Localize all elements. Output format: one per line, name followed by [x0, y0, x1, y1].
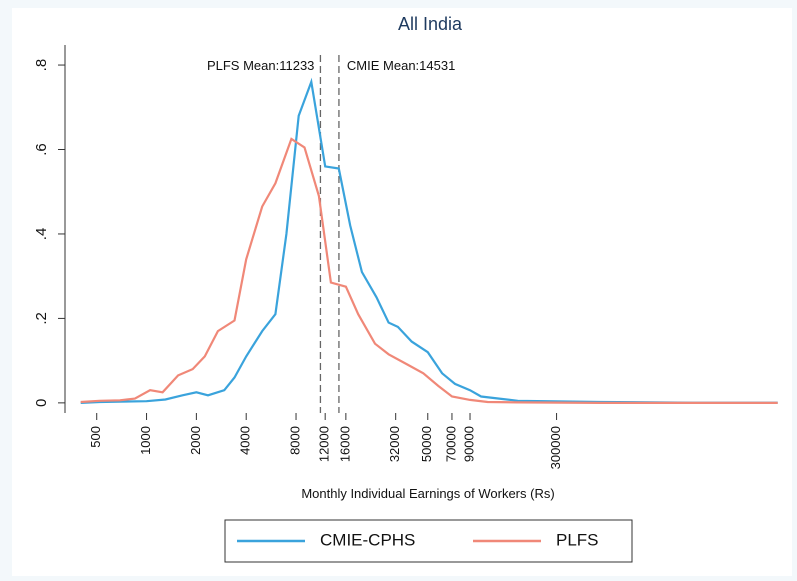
mean-label: CMIE Mean:14531	[347, 58, 455, 73]
x-tick-label: 8000	[287, 426, 302, 455]
x-tick-label: 50000	[419, 426, 434, 462]
legend-label: CMIE-CPHS	[320, 530, 415, 549]
x-tick-label: 2000	[188, 426, 203, 455]
chart-title: All India	[398, 14, 463, 34]
mean-label: PLFS Mean:11233	[207, 58, 314, 73]
x-tick-label: 300000	[548, 426, 563, 469]
y-tick-label: 0	[33, 399, 50, 407]
plot-region	[12, 8, 792, 576]
y-tick-label: .8	[33, 59, 50, 72]
y-tick-label: .2	[33, 312, 50, 325]
x-tick-label: 16000	[337, 426, 352, 462]
x-tick-label: 90000	[461, 426, 476, 462]
x-tick-label: 4000	[238, 426, 253, 455]
y-tick-label: .6	[33, 143, 50, 156]
y-tick-label: .4	[33, 228, 50, 241]
x-tick-label: 70000	[443, 426, 458, 462]
x-axis-label: Monthly Individual Earnings of Workers (…	[301, 486, 554, 501]
series-line	[80, 137, 778, 404]
x-tick-label: 500	[88, 426, 103, 448]
x-tick-label: 32000	[387, 426, 402, 462]
x-tick-label: 1000	[138, 426, 153, 455]
series-line	[80, 77, 778, 404]
x-tick-label: 12000	[317, 426, 332, 462]
legend	[224, 519, 633, 563]
legend-label: PLFS	[556, 530, 599, 549]
